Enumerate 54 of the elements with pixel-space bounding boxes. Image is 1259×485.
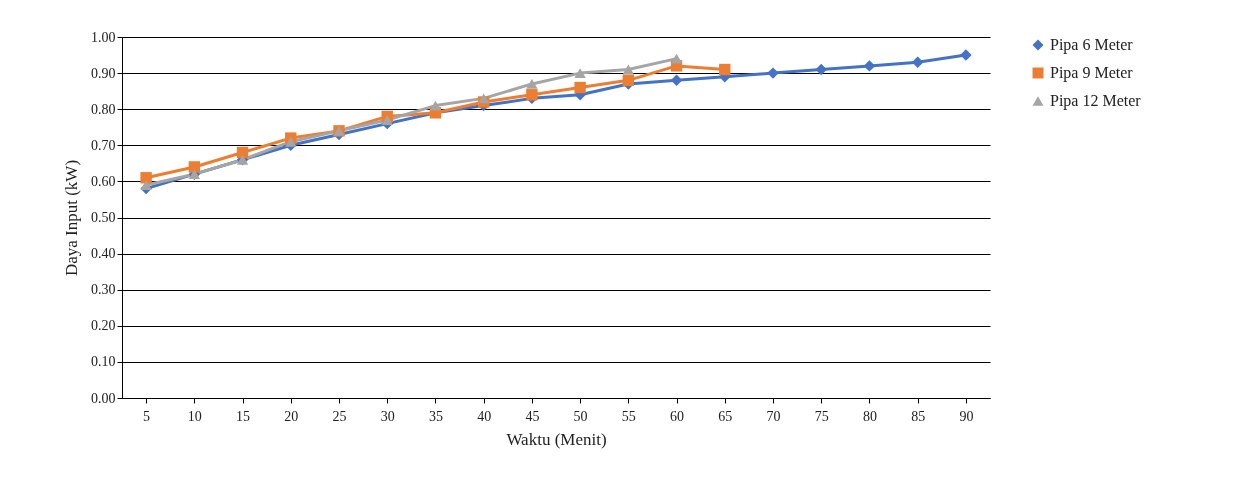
x-tick-label: 40 [477, 408, 492, 424]
point [381, 115, 393, 125]
y-tick-label: 0.50 [91, 210, 116, 225]
x-tick-label: 30 [380, 408, 395, 424]
x-tick-label: 50 [573, 408, 588, 424]
point [526, 78, 538, 89]
x-tick-label: 5 [143, 408, 151, 424]
point [911, 56, 924, 68]
point [526, 89, 538, 101]
y-axis-title: Daya Input (kW) [62, 159, 81, 277]
legend-label: Pipa 9 Meter [1050, 64, 1134, 82]
x-tick-label: 60 [670, 408, 685, 424]
y-tick-label: 1.00 [91, 29, 116, 45]
x-tick-label: 65 [718, 408, 733, 424]
legend-label: Pipa 12 Meter [1050, 92, 1142, 110]
x-axis-title: Waktu (Menit) [506, 429, 607, 449]
y-tick-label: 0.70 [91, 137, 116, 153]
y-tick-label: 0.40 [91, 246, 116, 262]
point [670, 53, 683, 64]
x-tick-label: 75 [814, 408, 829, 424]
point [574, 81, 586, 94]
x-tick-label: 10 [187, 408, 202, 424]
x-tick-label: 20 [284, 408, 299, 424]
point [622, 64, 635, 75]
point [815, 63, 827, 76]
y-tick-label: 0.90 [91, 65, 116, 81]
point [429, 100, 442, 111]
x-tick-label: 45 [525, 408, 540, 424]
legend-label: Pipa 6 Meter [1050, 36, 1134, 54]
point [140, 172, 152, 184]
point [670, 74, 683, 87]
x-tick-label: 35 [428, 408, 443, 424]
x-tick-label: 55 [621, 408, 636, 424]
y-tick-label: 0.30 [91, 282, 116, 298]
x-tick-label: 25 [332, 408, 347, 424]
point [622, 74, 635, 87]
point [767, 67, 779, 79]
x-tick-label: 85 [911, 408, 926, 424]
point [140, 180, 152, 190]
point [574, 68, 586, 79]
y-tick-label: 0.80 [91, 101, 116, 117]
point [285, 136, 297, 147]
point [719, 63, 731, 76]
x-tick-label: 70 [766, 408, 781, 424]
y-tick-label: 0.10 [91, 354, 116, 370]
x-tick-label: 80 [862, 408, 877, 424]
point [960, 49, 972, 61]
x-tick-label: 15 [236, 408, 251, 424]
point [188, 161, 201, 173]
y-tick-label: 0.60 [91, 173, 116, 189]
y-tick-label: 0.00 [91, 390, 116, 406]
point [477, 93, 490, 104]
y-tick-label: 0.20 [91, 318, 116, 334]
x-tick-label: 90 [959, 408, 974, 424]
